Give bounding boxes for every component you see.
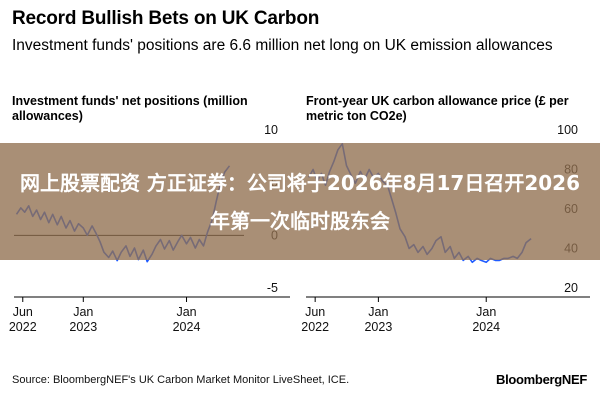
chart-subtitle: Investment funds' positions are 6.6 mill… <box>12 37 553 54</box>
brand-logo: BloombergNEF <box>495 372 587 387</box>
x-tick-label: Jun 2022 <box>301 305 329 334</box>
x-tick-label-line: 2024 <box>472 320 500 334</box>
overlay-banner: 网上股票配资 方正证券：公司将于2026年8月17日召开2026年第一次临时股东… <box>0 143 600 260</box>
x-tick-label-line: Jun <box>13 305 33 319</box>
x-tick-label-line: Jun <box>305 305 325 319</box>
right-panel-title: Front-year UK carbon allowance price (£ … <box>306 94 569 123</box>
x-tick-label: Jan 2024 <box>472 305 500 334</box>
x-tick-label-line: 2024 <box>173 320 201 334</box>
x-tick-label-line: Jan <box>176 305 196 319</box>
x-tick-label-line: 2022 <box>9 320 37 334</box>
x-tick-label: Jan 2023 <box>364 305 392 334</box>
y-tick-label: -5 <box>267 281 278 295</box>
left-panel-title: Investment funds' net positions (million… <box>12 94 248 123</box>
overlay-banner-text: 网上股票配资 方正证券：公司将于2026年8月17日召开2026年第一次临时股东… <box>19 170 581 233</box>
x-tick-label-line: Jan <box>73 305 93 319</box>
x-tick-label-line: 2022 <box>301 320 329 334</box>
x-tick-label: Jun 2022 <box>9 305 37 334</box>
chart-title: Record Bullish Bets on UK Carbon <box>12 8 320 29</box>
x-tick-label: Jan 2024 <box>173 305 201 334</box>
x-tick-label-line: 2023 <box>364 320 392 334</box>
x-tick-label-line: Jan <box>476 305 496 319</box>
source-note: Source: BloombergNEF's UK Carbon Market … <box>12 374 350 386</box>
y-tick-label: 100 <box>557 123 578 137</box>
right-panel-chart: 10080604020Jun2022Jan2023Jan2024 <box>301 123 590 334</box>
x-tick-label-line: 2023 <box>69 320 97 334</box>
y-tick-label: 20 <box>564 281 578 295</box>
x-tick-label: Jan 2023 <box>69 305 97 334</box>
x-tick-label-line: Jan <box>368 305 388 319</box>
y-tick-label: 10 <box>264 123 278 137</box>
